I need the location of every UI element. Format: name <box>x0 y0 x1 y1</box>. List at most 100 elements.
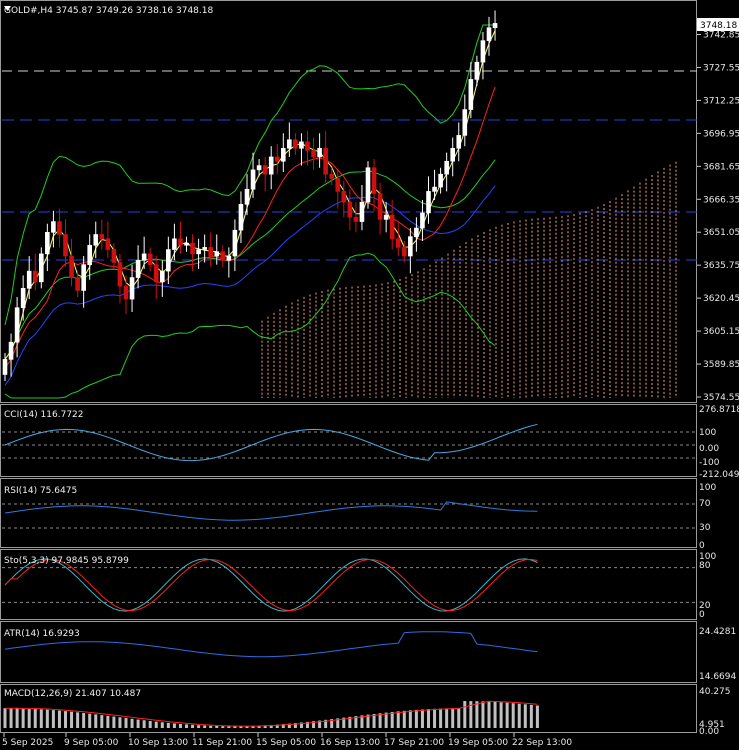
candle-body <box>492 23 498 28</box>
candle-body <box>196 249 201 255</box>
candle-body <box>14 307 20 343</box>
atr-title: ATR(14) 16.9293 <box>4 629 80 639</box>
candle-body <box>135 260 141 278</box>
candle-body <box>2 359 8 375</box>
candle-body <box>190 242 195 255</box>
candle-body <box>359 201 365 222</box>
candle-body <box>20 288 26 309</box>
time-tick-label: 10 Sep 13:00 <box>128 738 188 748</box>
cci-scale-label: 100 <box>699 428 716 438</box>
macd-histogram <box>3 701 539 728</box>
candle-body <box>69 255 74 278</box>
candle-body <box>8 341 14 360</box>
candle-body <box>93 234 99 246</box>
candle-body <box>63 234 68 257</box>
candle-body <box>389 214 395 240</box>
dropdown-triangle-icon[interactable] <box>4 6 11 11</box>
bollinger-middle <box>4 159 496 360</box>
candle-body <box>117 262 123 287</box>
candle-body <box>280 148 286 162</box>
stochastic-scale-label: 0 <box>699 610 705 620</box>
candle-body <box>432 186 437 192</box>
main-chart-pane[interactable]: GOLD#,H4 3745.87 3749.26 3738.16 3748.18… <box>2 6 739 403</box>
candle-body <box>123 285 129 300</box>
candle-body <box>160 270 165 283</box>
price-tick-label: 3574.55 <box>703 393 739 403</box>
atr-scale-label: 24.4281 <box>699 627 736 637</box>
candle-body <box>353 216 359 222</box>
candle-body <box>87 244 92 265</box>
bollinger-lower <box>4 252 496 399</box>
bollinger-upper <box>4 24 496 326</box>
cci-pane[interactable]: CCI(14) 116.7722 276.8718 100 0.00 -100 -212… <box>2 405 739 480</box>
candle-body <box>32 270 38 283</box>
candle-body <box>305 141 310 151</box>
candle-body <box>268 156 274 175</box>
rsi-scale-label: 70 <box>699 499 711 509</box>
time-tick-label: 17 Sep 21:00 <box>384 738 444 748</box>
price-tick-label: 3712.25 <box>703 96 739 106</box>
rsi-line <box>4 501 538 521</box>
rsi-scale-label: 0 <box>699 541 705 551</box>
candle-body <box>208 247 213 257</box>
price-tick-label: 3681.65 <box>703 162 739 172</box>
candle-body <box>395 238 401 248</box>
cci-scale-label: -212.0498 <box>699 470 739 480</box>
rsi-scale-label: 100 <box>699 483 716 493</box>
price-tick-label: 3589.85 <box>703 360 739 370</box>
rsi-scale-label: 30 <box>699 523 711 533</box>
candle-body <box>220 251 226 261</box>
stochastic-scale-label: 80 <box>699 561 711 571</box>
ma-red-line <box>4 86 496 369</box>
pane-frames <box>0 0 697 733</box>
price-tick-label: 3727.55 <box>703 63 739 73</box>
candle-body <box>293 139 298 149</box>
candle-body <box>105 238 111 250</box>
pane-frame <box>0 478 697 548</box>
candle-body <box>51 221 56 233</box>
horizontal-levels[interactable] <box>2 70 697 261</box>
candle-body <box>365 167 371 203</box>
rsi-pane[interactable]: RSI(14) 75.6475 100 70 30 0 <box>2 483 716 551</box>
candle-body <box>129 277 135 300</box>
candle-body <box>178 238 183 246</box>
macd-signal-line <box>5 700 538 727</box>
price-scale: 3742.85 3727.55 3712.25 3696.95 3681.65 3666.… <box>697 30 739 403</box>
atr-pane[interactable]: ATR(14) 16.9293 24.4281 14.6694 <box>4 627 736 682</box>
candle-body <box>474 61 480 80</box>
cci-line <box>4 423 538 462</box>
stochastic-scale-label: 20 <box>699 601 711 611</box>
candle-body <box>347 201 353 218</box>
cci-title: CCI(14) 116.7722 <box>4 410 84 420</box>
candle-body <box>244 188 250 205</box>
pane-frame <box>0 404 697 477</box>
candle-body <box>450 148 456 162</box>
rsi-scale: 100 70 30 0 <box>699 483 716 551</box>
stochastic-scale-label: 100 <box>699 552 716 562</box>
time-tick-label: 22 Sep 13:00 <box>512 738 572 748</box>
atr-scale: 24.4281 14.6694 <box>699 627 736 682</box>
time-tick-label: 9 Sep 05:00 <box>64 738 119 748</box>
candle-body <box>250 169 256 190</box>
candle-body <box>414 227 419 237</box>
ichimoku-cloud <box>261 161 677 398</box>
time-tick-label: 16 Sep 13:00 <box>320 738 380 748</box>
candle-body <box>141 253 147 261</box>
candle-body <box>480 40 486 63</box>
candle-body <box>26 270 32 289</box>
candle-body <box>335 178 341 192</box>
rsi-levels <box>2 503 697 529</box>
candle-body <box>456 135 462 149</box>
candle-body <box>468 79 474 110</box>
cci-scale-label: -100 <box>699 458 720 468</box>
candle-body <box>299 141 304 149</box>
candle-body <box>371 167 377 194</box>
pane-frame <box>0 684 697 733</box>
candle-body <box>38 253 44 283</box>
macd-pane[interactable]: MACD(12,26,9) 21.407 10.487 40.275 4.9510… <box>3 687 731 737</box>
price-tick-label: 3605.15 <box>703 327 739 337</box>
